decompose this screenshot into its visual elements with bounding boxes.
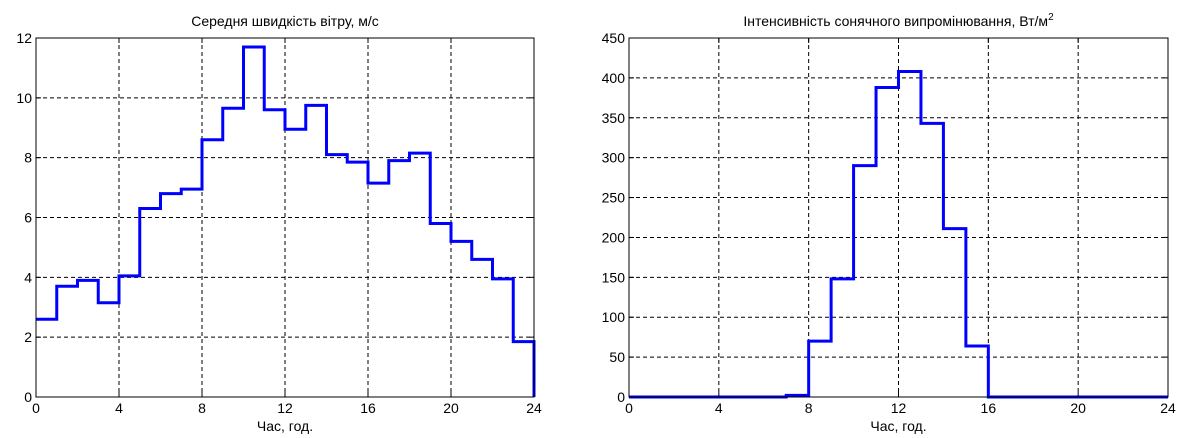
y-tick-label: 10 <box>16 90 32 106</box>
y-tick-label: 100 <box>602 309 626 325</box>
axes-frame <box>628 37 1169 398</box>
wind-speed-chart: Середня швидкість вітру, м/с Час, год. 0… <box>16 13 542 434</box>
y-tick-label: 50 <box>609 349 625 365</box>
title-superscript: 2 <box>1048 12 1054 23</box>
chart-title: Інтенсивність сонячного випромінювання, … <box>743 12 1054 29</box>
y-tick-label: 200 <box>602 229 626 245</box>
x-tick-label: 16 <box>360 400 376 416</box>
title-main: Середня швидкість вітру, м/с <box>191 13 379 29</box>
y-tick-label: 400 <box>602 70 626 86</box>
y-tick-label: 350 <box>602 110 626 126</box>
y-tick-label: 8 <box>24 150 32 166</box>
x-axis-label: Час, год. <box>870 418 926 434</box>
chart-title: Середня швидкість вітру, м/с <box>191 13 379 29</box>
x-tick-label: 12 <box>891 400 907 416</box>
y-tick-label: 0 <box>24 389 32 405</box>
y-tick-label: 4 <box>24 269 32 285</box>
y-tick-label: 6 <box>24 210 32 226</box>
y-tick-label: 2 <box>24 329 32 345</box>
x-axis-label: Час, год. <box>257 418 313 434</box>
plot-area <box>629 38 1168 397</box>
y-tick-label: 12 <box>16 30 32 46</box>
x-tick-label: 8 <box>805 400 813 416</box>
solar-radiation-chart: Інтенсивність сонячного випромінювання, … <box>602 12 1176 434</box>
x-tick-label: 12 <box>277 400 293 416</box>
y-tick-label: 0 <box>617 389 625 405</box>
x-tick-label: 4 <box>115 400 123 416</box>
y-tick-label: 150 <box>602 269 626 285</box>
x-tick-label: 20 <box>1070 400 1086 416</box>
x-tick-label: 0 <box>32 400 40 416</box>
x-tick-label: 20 <box>443 400 459 416</box>
x-tick-label: 0 <box>625 400 633 416</box>
y-tick-label: 250 <box>602 190 626 206</box>
x-tick-label: 16 <box>981 400 997 416</box>
axes-frame <box>35 37 535 398</box>
x-tick-label: 4 <box>715 400 723 416</box>
title-main: Інтенсивність сонячного випромінювання, … <box>743 13 1048 29</box>
y-tick-label: 450 <box>602 30 626 46</box>
x-tick-label: 24 <box>526 400 542 416</box>
y-tick-label: 300 <box>602 150 626 166</box>
x-tick-label: 8 <box>198 400 206 416</box>
data-series-line <box>36 45 536 397</box>
x-tick-label: 24 <box>1160 400 1176 416</box>
